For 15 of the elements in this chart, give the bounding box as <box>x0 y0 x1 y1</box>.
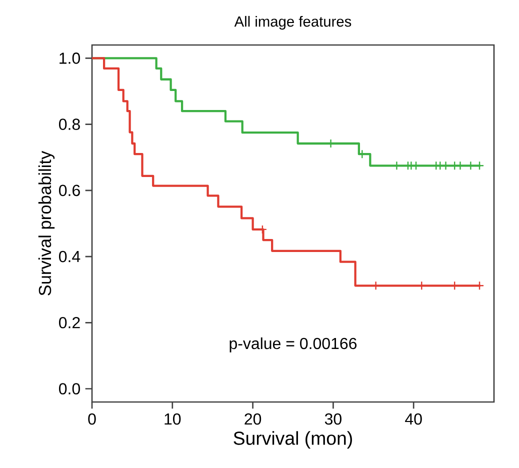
x-tick-label: 10 <box>164 413 181 425</box>
y-tick-label: 0.8 <box>59 118 80 130</box>
y-tick-label: 0.4 <box>59 250 80 262</box>
y-tick-label: 0.2 <box>59 316 80 328</box>
annotation: p-value = 0.00166 <box>230 337 357 352</box>
x-tick-label: 0 <box>88 413 96 425</box>
x-axis-title: Survival (mon) <box>234 431 352 449</box>
y-tick-label: 1.0 <box>60 52 80 64</box>
x-tick-label: 40 <box>405 413 422 425</box>
y-axis-title: Survival probability <box>38 150 55 296</box>
y-tick-label: 0.0 <box>59 383 80 394</box>
x-tick-label: 30 <box>324 413 342 425</box>
chart-title: All image features <box>234 16 352 30</box>
x-tick-label: 20 <box>244 413 262 425</box>
y-tick-label: 0.6 <box>59 184 80 196</box>
